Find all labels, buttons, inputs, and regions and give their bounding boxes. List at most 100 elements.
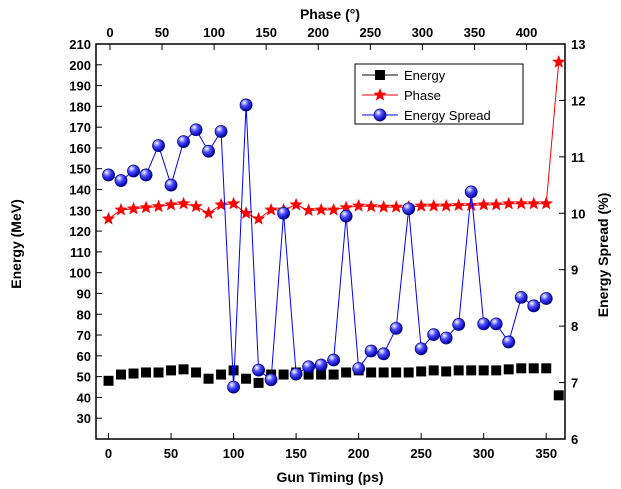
energy-spread-line [108,104,547,388]
energy-point [428,365,439,376]
energy-spread-point [502,335,516,349]
y-tick-label: 210 [69,37,91,52]
energy-spread-point [114,174,128,187]
energy-spread-point [339,209,353,223]
x2-tick-label: 400 [516,25,538,40]
phase-point [427,198,441,212]
energy-spread-point [189,123,203,137]
energy-point [528,363,539,374]
legend-marker-energy-spread [373,108,387,122]
energy-spread-point [314,358,328,372]
energy-spread-point [352,362,366,375]
energy-spread-point [402,202,416,216]
energy-point [253,377,264,388]
energy-point [191,367,202,378]
phase-point [264,202,278,216]
energy-point [541,363,552,374]
energy-point [166,365,177,376]
energy-spread-point [439,331,453,345]
phase-point [489,197,503,211]
legend-label-phase: Phase [404,88,441,103]
energy-spread-point [102,168,115,182]
phase-point [552,55,566,68]
y2-tick-label: 6 [571,432,578,447]
phase-point [351,198,366,212]
energy-spread-point [414,342,428,356]
y2-tick-label: 9 [571,263,578,278]
x2-axis-title: Phase (°) [300,6,360,22]
energy-point [228,365,239,376]
y2-tick-label: 10 [571,206,585,221]
axes-group: 0 50 100 150 200 250 300 350 0 50 100 150 200 250 300 3… [69,25,585,461]
series-group [101,55,566,401]
phase-point [364,199,378,213]
energy-spread-point [377,347,391,361]
phase-point [414,198,428,212]
x-tick-label: 0 [105,446,112,461]
energy-point [141,367,152,378]
x2-tick-label: 0 [106,25,113,40]
energy-spread-point [389,321,403,335]
energy-spread-point [252,363,265,377]
energy-spread-point [452,318,466,331]
energy-point [453,365,464,376]
phase-point [201,206,216,219]
energy-point [553,390,564,401]
energy-spread-point [164,178,178,192]
y-tick-label: 100 [69,266,91,281]
phase-point [151,199,166,213]
energy-spread-point [539,292,553,305]
energy-point [203,373,214,384]
phase-point [214,197,228,211]
y2-tick-label: 13 [571,37,585,52]
phase-point [101,211,116,225]
y-tick-label: 50 [77,370,91,385]
energy-point [216,369,227,380]
x-axis-title: Gun Timing (ps) [276,469,383,485]
y-tick-label: 190 [69,79,91,94]
legend-label-energy-spread: Energy Spread [404,108,491,123]
phase-point [114,202,128,216]
phase-point [251,211,266,225]
energy-point [341,367,352,378]
phase-point [289,197,303,211]
phase-point [389,200,403,213]
legend-label-energy: Energy [404,68,446,83]
phase-point [514,196,528,210]
phase-point [189,199,203,213]
energy-spread-point [364,344,378,358]
y2-axis-title: Energy Spread (%) [595,193,611,317]
y-tick-label: 110 [70,245,91,260]
energy-point [153,367,164,378]
energy-point [328,369,339,380]
energy-point [403,367,414,378]
energy-spread-point [427,328,441,342]
y-tick-label: 70 [77,328,91,343]
y-tick-label: 170 [69,120,91,135]
energy-spread-point [514,290,528,304]
energy-point [116,369,127,380]
x-tick-label: 200 [348,446,370,461]
y-tick-label: 30 [77,411,91,426]
energy-spread-point [277,206,291,220]
energy-point [391,367,402,378]
legend-marker-energy [375,70,385,80]
energy-spread-point [127,164,140,178]
phase-point [139,200,153,214]
energy-spread-point [239,98,253,112]
y-tick-label: 200 [69,58,91,73]
phase-point [539,196,553,210]
energy-point [178,364,189,375]
energy-spread-point [264,373,278,387]
y2-tick-label: 11 [571,150,585,165]
x-tick-label: 150 [285,446,307,461]
energy-spread-point [489,317,503,331]
energy-point [278,369,289,380]
phase-point [164,197,178,211]
y-tick-label: 130 [69,203,91,218]
phase-point [226,196,241,210]
phase-point [339,200,353,214]
phase-point [377,200,391,213]
phase-point [314,202,328,216]
